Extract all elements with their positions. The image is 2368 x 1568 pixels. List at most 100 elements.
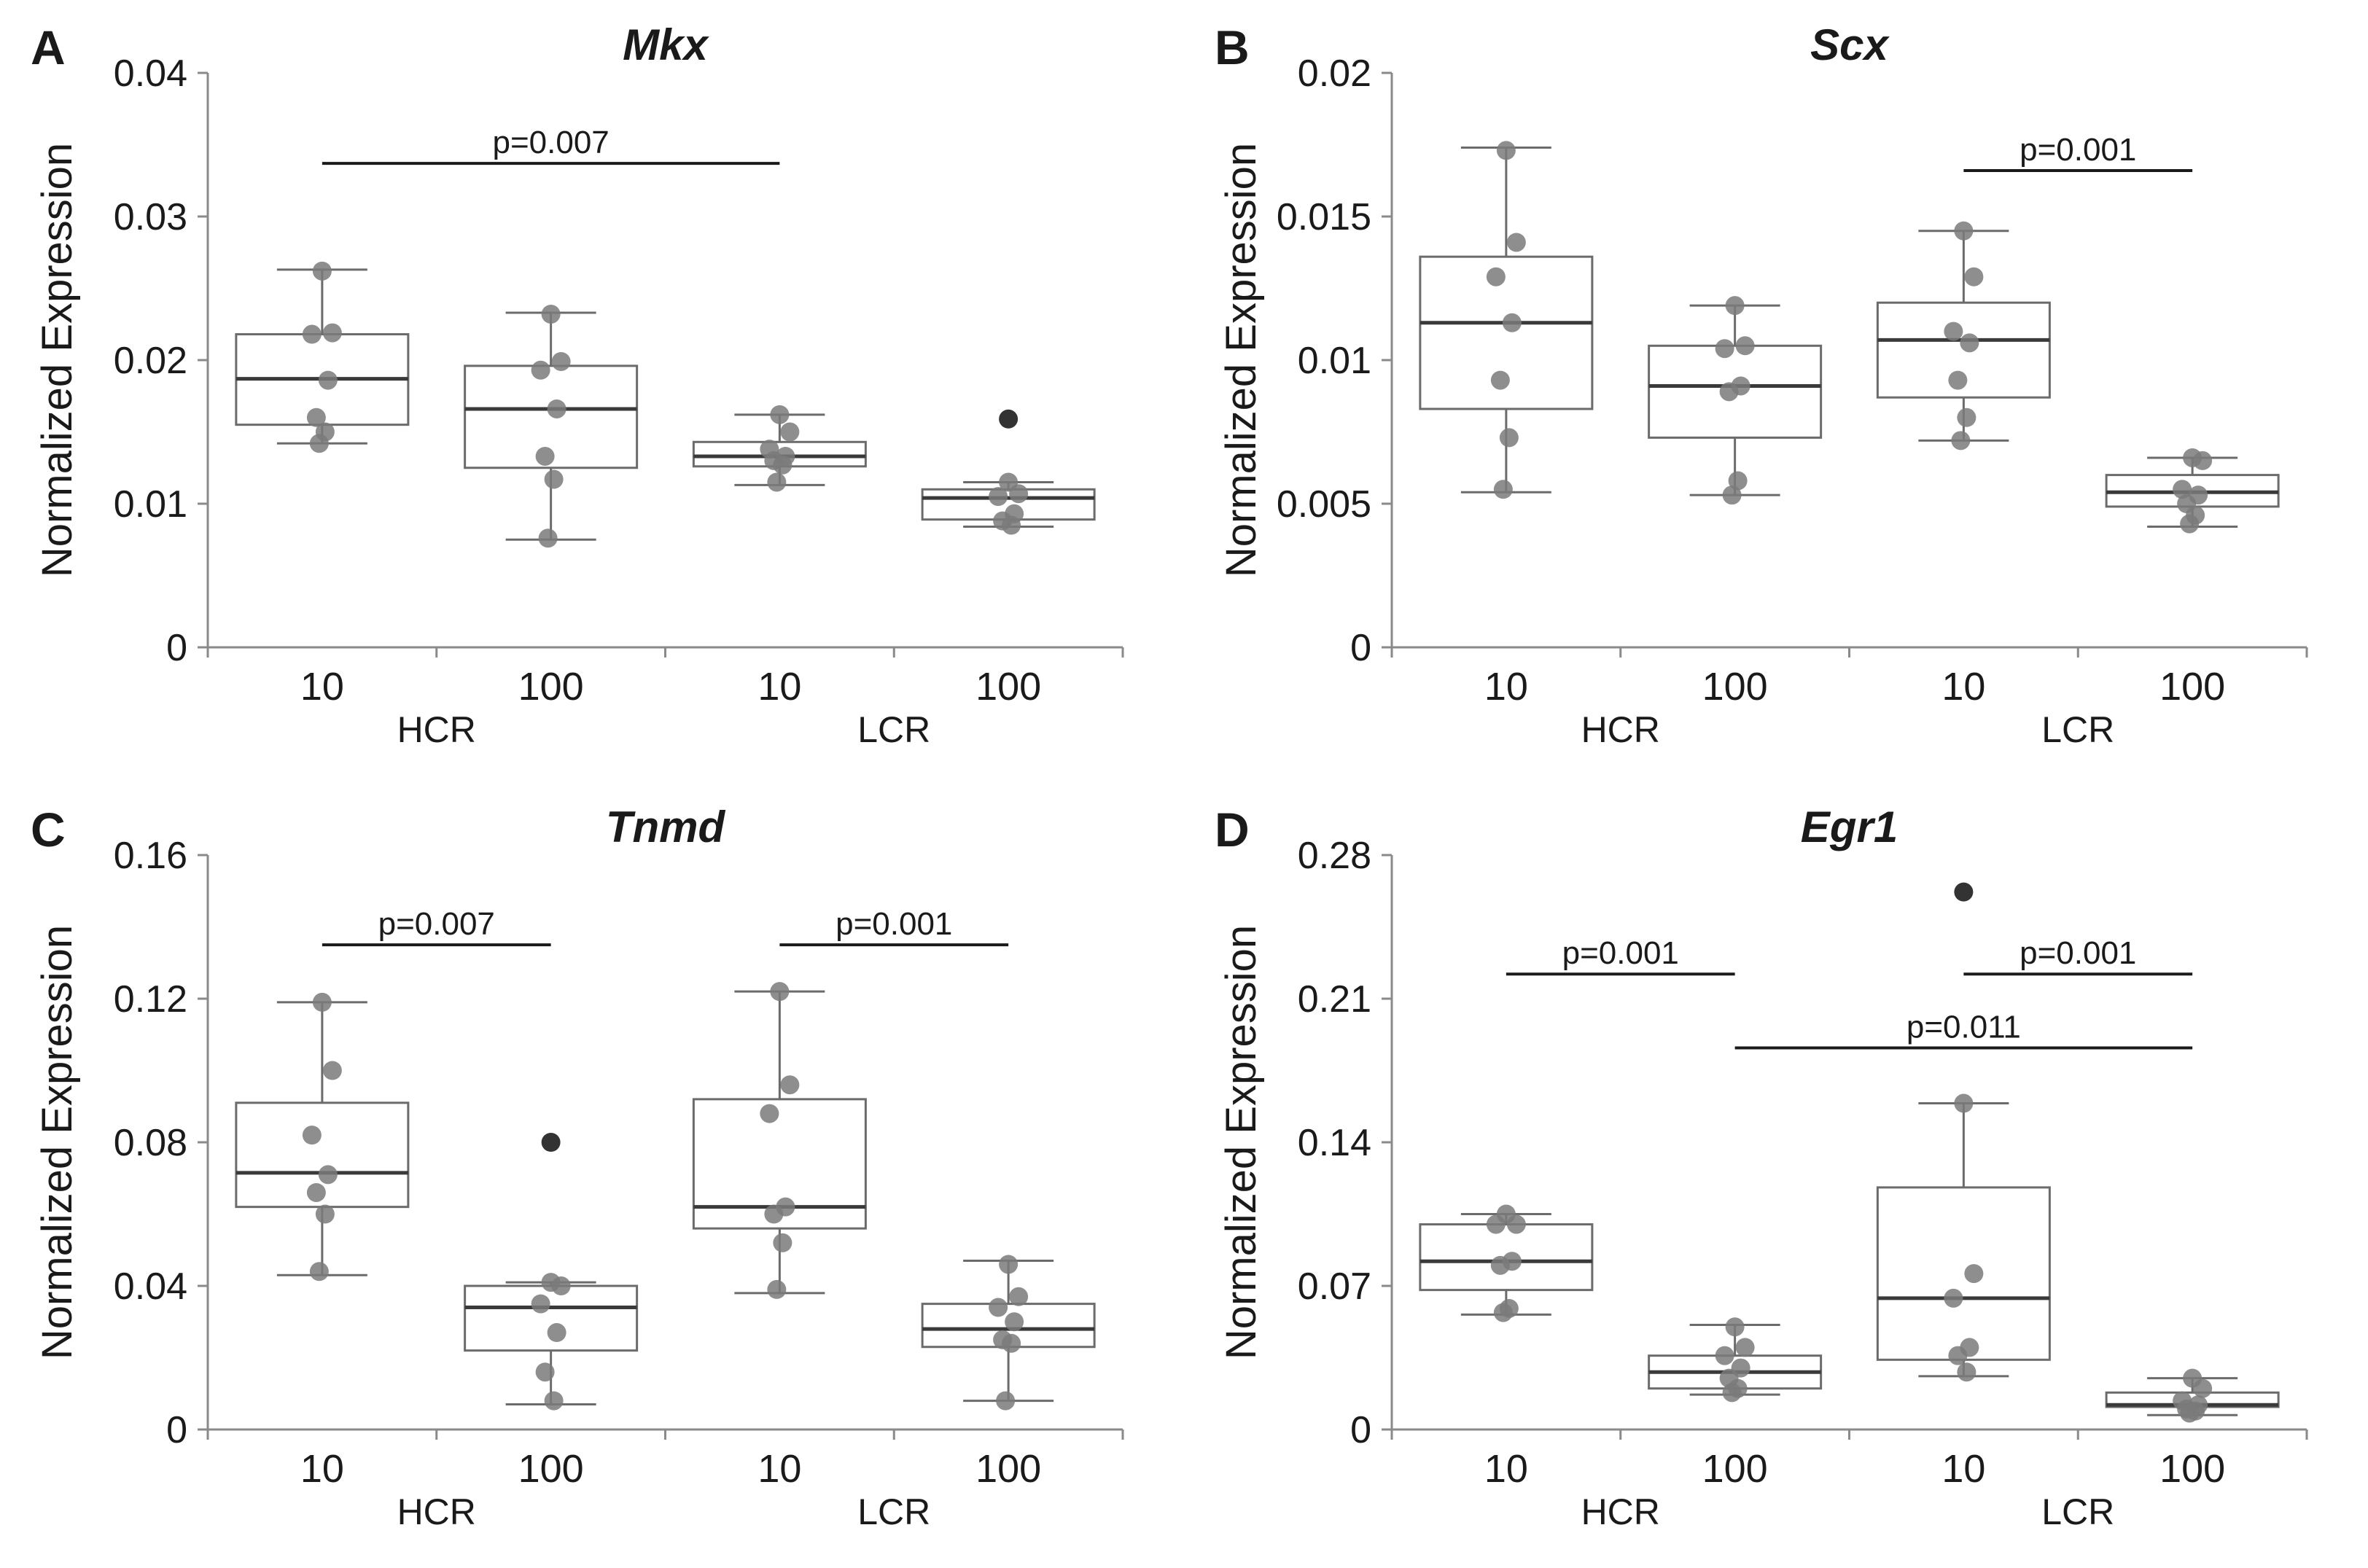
data-point [1506,1214,1526,1234]
data-point [2193,450,2213,470]
significance-label: p=0.011 [1907,1010,2021,1045]
x-tick-label: 100 [518,1447,584,1491]
chart-title: Mkx [623,20,709,69]
data-point [309,1262,329,1282]
chart-b-svg: B Scx Normalized Expression 0 0.005 0.01 0.015… [1215,20,2308,750]
data-point [1957,407,1976,427]
data-point [306,407,326,427]
data-point [312,992,332,1012]
box-group [2105,1368,2280,1423]
data-point [322,323,342,343]
chart-a-svg: A Mkx Normalized Expression 0 0.01 0.02 0.03 0.… [31,20,1124,750]
data-point [767,1279,787,1299]
data-point [535,446,555,466]
data-point [547,1323,566,1343]
data-point [306,1182,326,1202]
box-iqr [464,1284,639,1352]
data-point [2180,1403,2200,1423]
y-tick-label: 0.005 [1277,483,1371,526]
data-point [760,1104,779,1123]
data-point [999,1255,1019,1274]
data-point [1951,431,1971,450]
data-point [551,1276,571,1295]
data-point [544,469,564,489]
panel-label: A [31,20,66,74]
y-tick-label: 0.015 [1277,196,1371,238]
outlier-point [541,1133,561,1152]
x-group-label: LCR [2041,709,2114,750]
data-point [1725,1317,1745,1337]
data-point [1499,428,1519,448]
data-point [770,982,790,1002]
y-tick-label: 0 [1350,627,1371,669]
panel-label: D [1215,803,1250,857]
data-point [989,1298,1008,1317]
y-tick-label: 0.08 [114,1122,187,1164]
data-point [531,360,550,380]
x-group-label: LCR [857,1491,930,1532]
significance-label: p=0.007 [492,125,609,160]
data-point [1496,141,1516,160]
y-tick-label: 0.12 [114,978,187,1021]
data-point [1954,221,1974,241]
data-point [1735,336,1755,356]
x-tick-label: 100 [1702,665,1768,709]
data-point [318,370,338,390]
significance-label: p=0.001 [836,906,952,942]
data-point [535,1362,555,1382]
data-point [1715,1346,1734,1365]
data-point [538,528,558,548]
data-point [1002,1333,1021,1353]
data-point [780,1075,800,1095]
data-point [551,351,571,371]
data-point [1490,1255,1510,1275]
data-point [541,304,561,324]
data-point [322,1061,342,1080]
data-point [773,455,792,475]
data-point [302,1126,322,1145]
box-group [921,409,1096,535]
box-group [1419,1204,1594,1322]
data-point [1954,1093,1974,1113]
chart-d-svg: D Egr1 Normalized Expression 0 0.07 0.14 0.21 0… [1215,803,2308,1532]
data-point [1722,485,1742,505]
y-tick-label: 0.04 [114,52,187,95]
box-group [1648,296,1823,505]
data-point [1715,339,1734,359]
chart-panel-c: C Tnmd Normalized Expression 0 0.04 0.08 0.12 0… [0,782,1184,1568]
chart-title: Egr1 [1801,803,1898,851]
x-group-label: HCR [397,1491,476,1532]
x-tick-label: 10 [757,1447,801,1491]
data-point [1725,296,1745,316]
panel-label: B [1215,20,1250,74]
box-group [692,405,867,492]
outlier-point [1954,882,1974,902]
significance-label: p=0.001 [2020,935,2136,971]
box-group [1876,221,2051,450]
y-tick-label: 0 [166,1409,187,1451]
significance-label: p=0.001 [2020,132,2136,168]
y-tick-label: 0.28 [1298,835,1371,877]
x-group-label: HCR [397,709,476,750]
x-tick-label: 100 [975,665,1041,709]
x-tick-label: 100 [975,1447,1041,1491]
y-tick-label: 0.16 [114,835,187,877]
data-point [312,261,332,281]
data-point [780,422,800,442]
data-point [1009,1287,1029,1306]
x-tick-label: 10 [1941,665,1985,709]
box-group [1419,141,1594,499]
data-point [1490,370,1510,390]
y-tick-label: 0.14 [1298,1122,1371,1164]
x-group-label: LCR [857,709,930,750]
data-point [1728,471,1748,491]
y-axis-label: Normalized Expression [34,143,81,577]
x-tick-label: 100 [2159,665,2225,709]
data-point [309,434,329,453]
chart-c-svg: C Tnmd Normalized Expression 0 0.04 0.08 0.12 0… [31,803,1124,1532]
y-tick-label: 0.01 [1298,340,1371,382]
box-group [1876,882,2051,1382]
data-point [1493,480,1513,499]
data-point [1009,484,1029,504]
y-tick-label: 0 [166,627,187,669]
